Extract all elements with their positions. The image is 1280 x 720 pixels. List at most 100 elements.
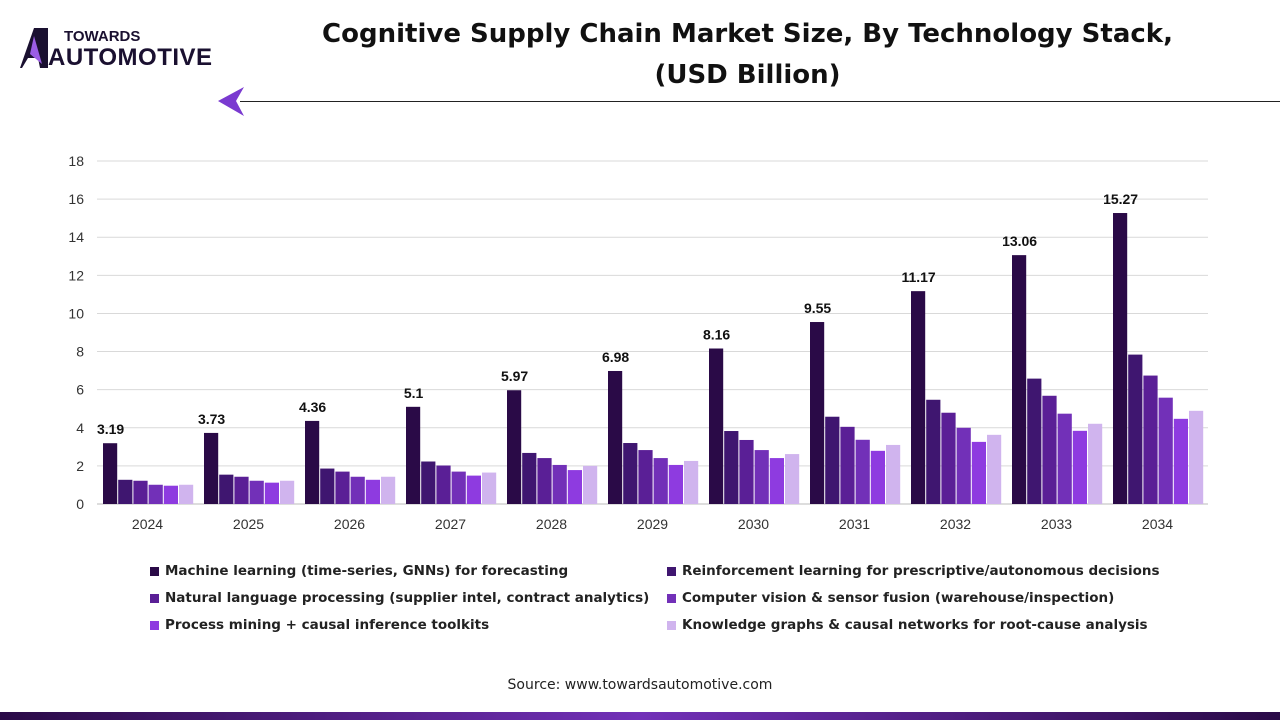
bar-2029-series-3 bbox=[653, 458, 668, 504]
bar-2025-series-1 bbox=[219, 474, 234, 504]
bottom-bar bbox=[0, 712, 1280, 720]
data-label: 13.06 bbox=[1002, 233, 1037, 249]
bar-2029-series-4 bbox=[668, 464, 683, 504]
legend-item: Computer vision & sensor fusion (warehou… bbox=[667, 590, 1114, 606]
bar-2031-series-4 bbox=[870, 450, 885, 504]
bar-2026-series-0 bbox=[305, 420, 320, 504]
bar-2034-series-2 bbox=[1143, 375, 1158, 504]
bar-2030-series-5 bbox=[785, 454, 800, 504]
bar-2032-series-3 bbox=[956, 427, 971, 504]
bar-2030-series-1 bbox=[724, 431, 739, 504]
data-label: 9.55 bbox=[804, 300, 831, 316]
y-tick-label: 16 bbox=[68, 191, 84, 207]
bar-2031-series-5 bbox=[886, 444, 901, 504]
arrow-left-icon bbox=[218, 87, 244, 116]
bar-2033-series-4 bbox=[1072, 430, 1087, 504]
y-tick-label: 14 bbox=[68, 229, 84, 245]
bar-2028-series-2 bbox=[537, 458, 552, 504]
legend-swatch bbox=[150, 620, 159, 630]
chart-title: Cognitive Supply Chain Market Size, By T… bbox=[260, 14, 1235, 96]
data-label: 6.98 bbox=[602, 349, 629, 365]
data-label: 4.36 bbox=[299, 399, 326, 415]
bar-2025-series-0 bbox=[204, 432, 219, 504]
legend-label: Process mining + causal inference toolki… bbox=[165, 617, 490, 633]
bar-2024-series-5 bbox=[179, 484, 194, 504]
title-line-2: (USD Billion) bbox=[654, 60, 841, 90]
bar-2034-series-1 bbox=[1128, 354, 1143, 504]
bar-2029-series-2 bbox=[638, 450, 653, 504]
x-tick-label: 2034 bbox=[1142, 516, 1173, 532]
bar-2028-series-0 bbox=[507, 390, 522, 504]
legend-item: Knowledge graphs & causal networks for r… bbox=[667, 617, 1148, 633]
x-tick-label: 2024 bbox=[132, 516, 163, 532]
bar-2030-series-4 bbox=[769, 458, 784, 504]
bar-2027-series-0 bbox=[406, 406, 421, 504]
bar-2034-series-4 bbox=[1173, 418, 1188, 504]
legend-swatch bbox=[667, 593, 676, 603]
y-tick-label: 8 bbox=[76, 344, 84, 360]
bar-2026-series-4 bbox=[365, 479, 380, 504]
legend-label: Computer vision & sensor fusion (warehou… bbox=[682, 590, 1115, 606]
bar-2027-series-2 bbox=[436, 465, 451, 504]
source-text: Source: www.towardsautomotive.com bbox=[507, 677, 773, 693]
bar-2024-series-0 bbox=[103, 443, 118, 504]
legend-swatch bbox=[667, 566, 676, 576]
bar-2032-series-0 bbox=[911, 291, 926, 504]
bar-2033-series-5 bbox=[1088, 423, 1103, 504]
bar-2031-series-2 bbox=[840, 426, 855, 504]
x-tick-label: 2025 bbox=[233, 516, 264, 532]
bar-chart: 0 2 4 6 8 10 12 14 16 18 3.19 2024 3.73 2025 4.36 2026 5… bbox=[68, 153, 1208, 532]
bar-2031-series-3 bbox=[855, 439, 870, 504]
bar-2030-series-3 bbox=[754, 450, 769, 504]
legend-item: Natural language processing (supplier in… bbox=[150, 590, 649, 606]
bar-2025-series-2 bbox=[234, 476, 249, 504]
legend-swatch bbox=[150, 566, 159, 576]
x-tick-label: 2032 bbox=[940, 516, 971, 532]
bar-2031-series-0 bbox=[810, 322, 825, 504]
bar-2027-series-5 bbox=[482, 472, 497, 504]
bar-2029-series-0 bbox=[608, 370, 623, 504]
logo-mark-icon bbox=[20, 28, 48, 68]
bar-2028-series-5 bbox=[583, 465, 598, 504]
data-label: 3.73 bbox=[198, 411, 225, 427]
bar-2024-series-1 bbox=[118, 479, 133, 504]
legend-swatch bbox=[667, 620, 676, 630]
y-tick-label: 6 bbox=[76, 382, 84, 398]
bar-2025-series-4 bbox=[264, 482, 279, 504]
bar-2026-series-1 bbox=[320, 468, 335, 504]
bar-2032-series-2 bbox=[941, 412, 956, 504]
title-divider bbox=[240, 101, 1280, 102]
x-tick-label: 2026 bbox=[334, 516, 365, 532]
legend-label: Reinforcement learning for prescriptive/… bbox=[682, 563, 1160, 579]
legend-item: Reinforcement learning for prescriptive/… bbox=[667, 563, 1160, 579]
bar-2026-series-2 bbox=[335, 471, 350, 504]
bar-2028-series-1 bbox=[522, 452, 537, 504]
data-label: 5.97 bbox=[501, 368, 528, 384]
data-label: 3.19 bbox=[97, 421, 124, 437]
x-tick-label: 2028 bbox=[536, 516, 567, 532]
bar-2031-series-1 bbox=[825, 416, 840, 504]
y-tick-label: 18 bbox=[68, 153, 84, 169]
legend-label: Machine learning (time-series, GNNs) for… bbox=[165, 563, 569, 579]
bar-2028-series-3 bbox=[552, 464, 567, 504]
bar-2025-series-3 bbox=[249, 480, 264, 504]
bar-2030-series-2 bbox=[739, 439, 754, 504]
bar-2025-series-5 bbox=[280, 480, 295, 504]
y-tick-label: 2 bbox=[76, 458, 84, 474]
data-label: 11.17 bbox=[901, 269, 935, 285]
y-tick-label: 10 bbox=[68, 305, 84, 321]
bar-2033-series-0 bbox=[1012, 255, 1027, 504]
x-tick-label: 2031 bbox=[839, 516, 870, 532]
data-label: 8.16 bbox=[703, 327, 730, 343]
bar-2026-series-5 bbox=[381, 476, 396, 504]
bar-2029-series-1 bbox=[623, 443, 638, 504]
legend-label: Knowledge graphs & causal networks for r… bbox=[682, 617, 1148, 633]
bar-2032-series-5 bbox=[987, 434, 1002, 504]
logo: TOWARDS AUTOMOTIVE bbox=[20, 28, 230, 71]
logo-bottom-text: AUTOMOTIVE bbox=[48, 44, 213, 71]
bar-2027-series-1 bbox=[421, 461, 436, 504]
legend-item: Process mining + causal inference toolki… bbox=[150, 617, 489, 633]
x-tick-label: 2033 bbox=[1041, 516, 1072, 532]
bar-2033-series-1 bbox=[1027, 378, 1042, 504]
bar-2027-series-4 bbox=[466, 475, 481, 504]
